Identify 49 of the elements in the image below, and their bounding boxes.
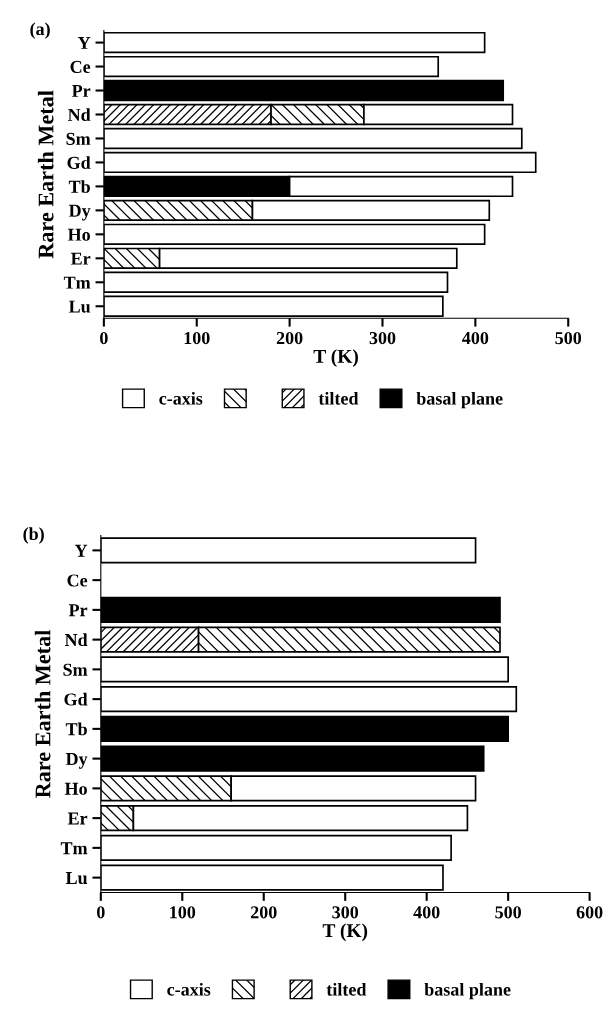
y-tick-label: Gd — [67, 156, 91, 169]
chart-title: (a) — [30, 22, 50, 39]
legend-label: c-axis — [159, 391, 203, 405]
legend-label: basal plane — [424, 982, 511, 1000]
legend-label: basal plane — [416, 391, 503, 409]
y-tick-label: Tb — [68, 180, 90, 193]
x-tick-label: 100 — [170, 906, 196, 919]
y-tick-label: Gd — [64, 692, 88, 706]
y-tick-label: Y — [74, 544, 88, 557]
x-tick-label: 0 — [100, 331, 108, 345]
x-tick-label: 600 — [576, 906, 603, 919]
x-tick-label: 400 — [462, 331, 489, 345]
y-tick-label: Tm — [63, 276, 91, 289]
x-tick-label: 0 — [96, 906, 105, 919]
legend-label: tilted — [326, 982, 367, 996]
x-tick-label: 500 — [555, 331, 582, 345]
y-tick-label: Sm — [63, 663, 88, 676]
y-tick-label: Tb — [65, 722, 87, 736]
x-tick-label: 300 — [332, 906, 359, 919]
legend-label: c-axis — [167, 982, 211, 996]
y-tick-label: Ho — [64, 782, 87, 795]
y-tick-label: Dy — [68, 204, 91, 221]
y-axis-title: Rare Earth Metal — [34, 630, 51, 798]
x-tick-label: 500 — [495, 906, 521, 919]
y-tick-label: Ho — [67, 228, 90, 241]
y-axis-title: Rare Earth Metal — [37, 90, 54, 259]
y-tick-label: Ce — [67, 574, 88, 587]
y-tick-label: Pr — [71, 84, 91, 97]
y-tick-label: Er — [70, 252, 91, 265]
y-tick-label: Ce — [70, 60, 91, 73]
y-tick-label: Nd — [67, 108, 91, 121]
y-tick-label: Tm — [60, 842, 88, 855]
x-tick-label: 400 — [413, 906, 440, 919]
x-axis-title: T (K) — [322, 923, 368, 942]
y-tick-label: Dy — [65, 753, 88, 769]
x-tick-label: 100 — [184, 331, 210, 345]
y-tick-label: Y — [77, 37, 91, 49]
legend-label: tilted — [318, 391, 359, 405]
x-tick-label: 200 — [250, 906, 277, 919]
y-tick-label: Lu — [68, 300, 91, 313]
y-tick-label: Er — [67, 812, 88, 825]
chart-title: (b) — [23, 527, 44, 544]
x-tick-label: 200 — [276, 331, 303, 345]
y-tick-label: Sm — [66, 132, 91, 145]
y-tick-label: Pr — [68, 604, 88, 617]
y-tick-label: Nd — [64, 633, 88, 647]
y-tick-label: Lu — [65, 872, 88, 885]
x-tick-label: 300 — [369, 331, 396, 345]
x-axis-title: T (K) — [313, 349, 358, 367]
